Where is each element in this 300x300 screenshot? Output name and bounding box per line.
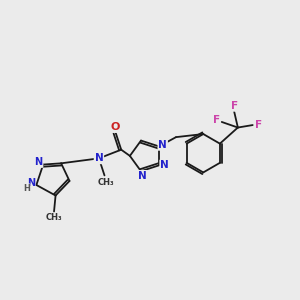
Text: F: F: [231, 101, 238, 111]
Text: N: N: [138, 171, 147, 181]
Text: CH₃: CH₃: [98, 178, 114, 187]
Text: N: N: [160, 160, 169, 170]
Text: O: O: [111, 122, 120, 132]
Text: N: N: [34, 157, 43, 167]
Text: N: N: [158, 140, 167, 150]
Text: N: N: [94, 153, 103, 164]
Text: CH₃: CH₃: [46, 213, 62, 222]
Text: F: F: [213, 116, 220, 125]
Text: H: H: [23, 184, 30, 193]
Text: F: F: [255, 120, 262, 130]
Text: N: N: [27, 178, 35, 188]
